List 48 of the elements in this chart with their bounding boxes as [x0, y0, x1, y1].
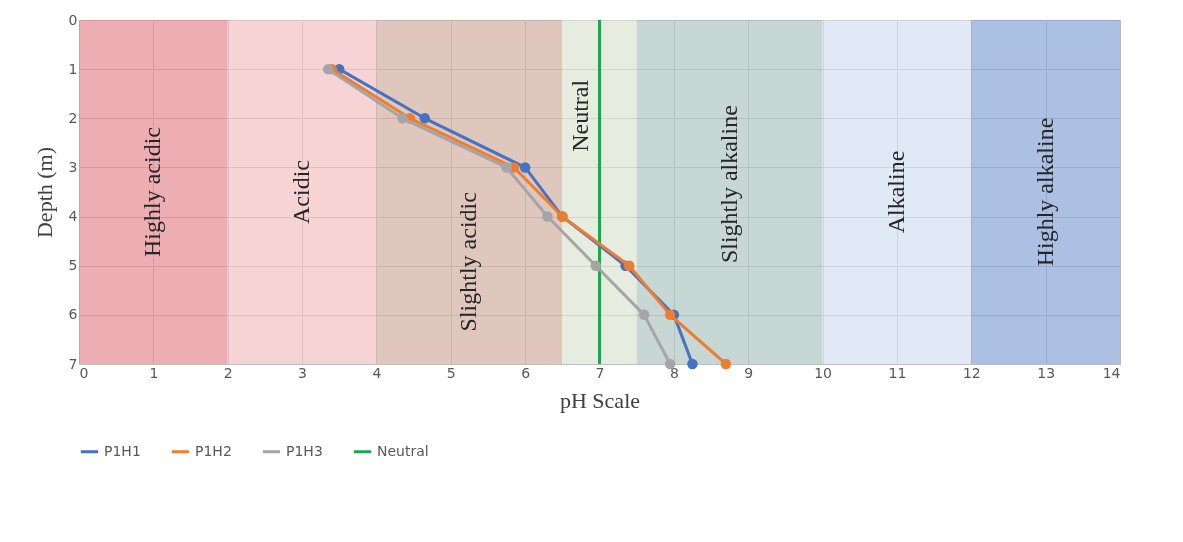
- band-label: Highly acidic: [139, 127, 166, 257]
- x-tick-label: 14: [1102, 364, 1121, 381]
- x-tick-label: 5: [446, 364, 456, 381]
- x-tick-label: 8: [669, 364, 679, 381]
- y-tick-label: 2: [68, 109, 78, 126]
- point: [519, 162, 531, 173]
- x-tick-label: 10: [814, 364, 832, 381]
- x-tick-label: 12: [962, 364, 981, 381]
- legend-label: Neutral: [377, 442, 429, 459]
- band-label: Slightly alkaline: [715, 105, 742, 264]
- point: [638, 309, 650, 321]
- point: [397, 113, 408, 124]
- band-label: Acidic: [288, 160, 315, 224]
- point: [687, 358, 698, 370]
- x-tick-label: 11: [888, 364, 907, 381]
- band-label: Alkaline: [882, 150, 909, 234]
- y-tick-label: 6: [68, 306, 78, 323]
- band-label: Slightly acidic: [455, 192, 482, 332]
- band-label: Neutral: [566, 79, 593, 152]
- y-tick-label: 5: [68, 257, 78, 274]
- point: [501, 162, 512, 173]
- band-label: Highly alkaline: [1031, 117, 1058, 267]
- point: [322, 63, 334, 75]
- point: [542, 211, 553, 222]
- point: [590, 260, 602, 271]
- x-tick-label: 4: [372, 364, 382, 381]
- x-tick-label: 3: [298, 364, 308, 381]
- legend-label: P1H3: [286, 442, 323, 459]
- y-axis-title: Depth (m): [31, 146, 57, 239]
- x-tick-label: 0: [79, 364, 89, 381]
- x-tick-label: 1: [149, 364, 159, 381]
- point: [419, 113, 430, 124]
- point: [664, 358, 676, 370]
- legend-label: P1H1: [104, 442, 141, 459]
- y-tick-label: 4: [68, 208, 78, 225]
- point: [624, 260, 635, 271]
- x-tick-label: 13: [1037, 364, 1056, 381]
- point: [664, 309, 676, 321]
- y-tick-label: 0: [68, 11, 78, 28]
- x-axis-title: pH Scale: [559, 387, 641, 413]
- legend-label: P1H2: [195, 442, 232, 459]
- x-tick-label: 6: [521, 364, 531, 381]
- y-tick-label: 1: [68, 60, 78, 77]
- x-tick-label: 9: [744, 364, 754, 381]
- x-tick-label: 7: [595, 364, 605, 381]
- point: [720, 358, 732, 370]
- y-tick-label: 3: [68, 158, 78, 175]
- x-tick-label: 2: [223, 364, 233, 381]
